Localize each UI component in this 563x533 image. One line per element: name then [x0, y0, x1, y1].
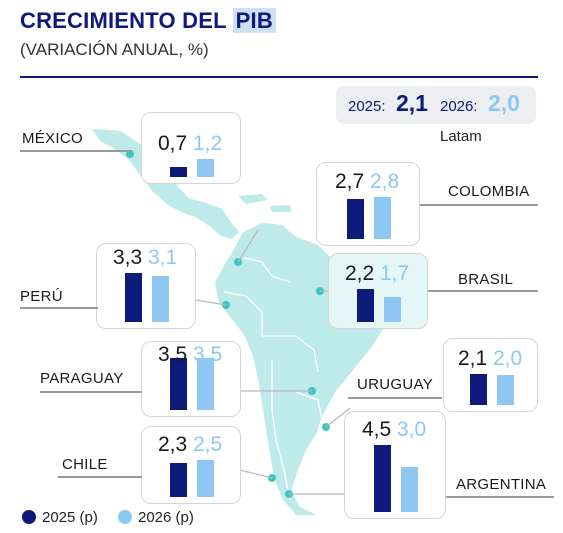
bar-2025-peru [125, 272, 142, 322]
value-2025-uruguay: 2,1 [458, 346, 488, 370]
latam-2026-label: 2026: [440, 98, 478, 115]
title-highlight: PIB [232, 8, 276, 33]
value-2026-argentina: 3,0 [397, 417, 427, 441]
bar-2026-colombia [374, 197, 391, 239]
connector-argentina [446, 496, 554, 498]
map-caribbean-2 [270, 205, 292, 212]
country-box-colombia: 2,7 2,8 [316, 162, 420, 246]
latam-summary: 2025: 2,1 2026: 2,0 [336, 86, 536, 124]
country-box-argentina: 4,5 3,0 [344, 411, 446, 519]
country-label-paraguay: PARAGUAY [40, 370, 124, 387]
value-2026-chile: 2,5 [193, 432, 223, 456]
value-2025-argentina: 4,5 [362, 417, 392, 441]
bar-2026-brasil [384, 296, 401, 322]
map-caribbean [238, 194, 268, 204]
connector-mexico [20, 150, 132, 152]
country-label-colombia: COLOMBIA [448, 183, 530, 200]
country-box-brasil: 2,2 1,7 [328, 253, 428, 329]
country-box-mexico: 0,7 1,2 [141, 112, 241, 184]
country-box-chile: 2,3 2,5 [141, 426, 241, 504]
connector-paraguay [40, 391, 142, 393]
value-2025-brasil: 2,2 [345, 262, 375, 285]
value-2026-mexico: 1,2 [193, 132, 223, 155]
bar-2026-peru [152, 275, 169, 322]
country-box-paraguay: 3,5 3,5 [141, 341, 241, 417]
bar-2026-argentina [401, 467, 418, 512]
country-label-peru: PERÚ [20, 288, 63, 305]
bar-2025-mexico [170, 166, 187, 177]
country-label-brasil: BRASIL [458, 271, 514, 288]
value-2025-paraguay: 3,5 [158, 343, 188, 366]
bar-2026-uruguay [497, 375, 514, 405]
bar-2025-chile [170, 462, 187, 497]
legend-label-2026: 2026 (p) [138, 509, 194, 526]
legend-dot-2026 [118, 510, 132, 524]
value-2025-peru: 3,3 [113, 245, 143, 269]
latam-2025-value: 2,1 [396, 90, 428, 116]
bar-2025-colombia [347, 198, 364, 239]
bar-2026-chile [197, 459, 214, 497]
bar-2025-uruguay [470, 373, 487, 405]
country-label-argentina: ARGENTINA [456, 476, 547, 493]
latam-2026-value: 2,0 [488, 90, 520, 116]
bar-2025-argentina [374, 444, 391, 512]
connector-chile [58, 476, 142, 478]
legend-label-2025: 2025 (p) [42, 509, 98, 526]
value-2026-uruguay: 2,0 [493, 346, 523, 370]
bar-2025-brasil [357, 289, 374, 322]
value-2025-mexico: 0,7 [158, 132, 188, 155]
value-2025-chile: 2,3 [158, 432, 188, 456]
marker-mexico [126, 150, 134, 158]
bar-2026-paraguay [197, 357, 214, 410]
title-main: CRECIMIENTO DEL [20, 8, 233, 33]
value-2026-paraguay: 3,5 [193, 343, 223, 366]
country-box-uruguay: 2,1 2,0 [443, 338, 538, 412]
chart-subtitle: (VARIACIÓN ANUAL, %) [20, 40, 209, 59]
bar-2026-mexico [197, 159, 214, 177]
latam-2025-label: 2025: [348, 98, 386, 115]
country-label-chile: CHILE [62, 456, 108, 473]
bar-2025-paraguay [170, 357, 187, 410]
chart-title: CRECIMIENTO DEL PIB [20, 8, 276, 34]
legend-dot-2025 [22, 510, 36, 524]
connector-brasil [428, 290, 538, 292]
connector-colombia [420, 204, 538, 206]
country-box-peru: 3,3 3,1 [96, 243, 196, 329]
connector-uruguay [348, 397, 442, 399]
connector-peru [20, 307, 98, 309]
country-label-uruguay: URUGUAY [357, 376, 433, 393]
title-rule [20, 76, 538, 78]
value-2026-brasil: 1,7 [380, 262, 410, 285]
value-2026-colombia: 2,8 [370, 170, 400, 193]
country-label-mexico: MÉXICO [22, 130, 83, 147]
value-2025-colombia: 2,7 [335, 170, 365, 193]
value-2026-peru: 3,1 [148, 245, 178, 269]
latam-caption: Latam [440, 128, 482, 145]
